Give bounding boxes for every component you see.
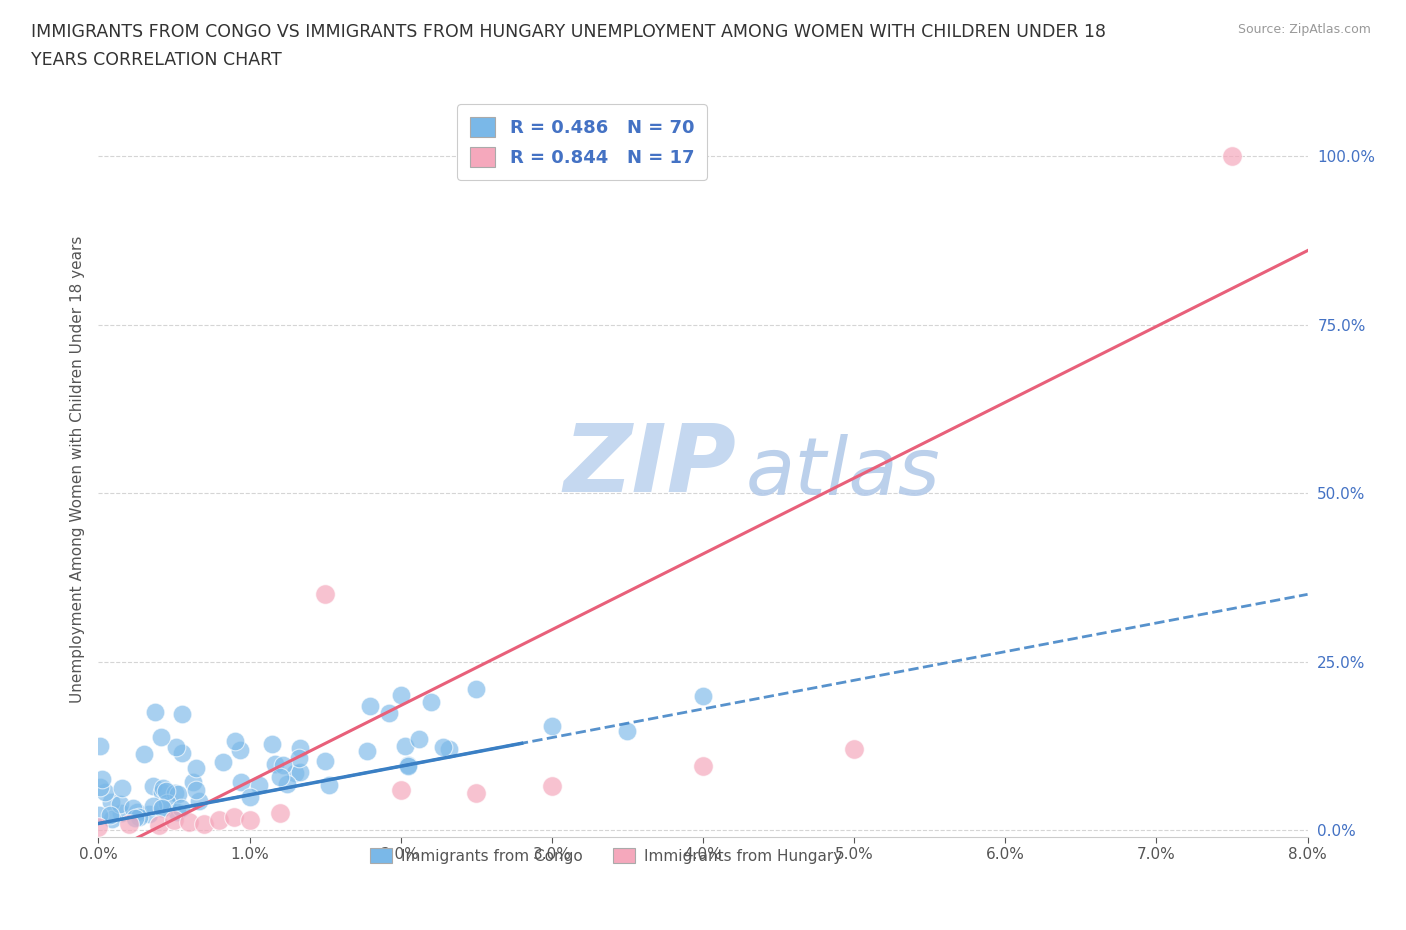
Point	[124, 811, 146, 826]
Point	[163, 813, 186, 828]
Point	[150, 801, 173, 816]
Text: IMMIGRANTS FROM CONGO VS IMMIGRANTS FROM HUNGARY UNEMPLOYMENT AMONG WOMEN WITH C: IMMIGRANTS FROM CONGO VS IMMIGRANTS FROM…	[31, 23, 1107, 41]
Point	[389, 782, 412, 797]
Point	[179, 815, 201, 830]
Point	[152, 785, 174, 800]
Point	[229, 743, 252, 758]
Point	[260, 737, 283, 751]
Text: Source: ZipAtlas.com: Source: ZipAtlas.com	[1237, 23, 1371, 36]
Point	[122, 801, 145, 816]
Point	[288, 751, 311, 765]
Text: ZIP: ZIP	[564, 420, 737, 512]
Point	[314, 753, 336, 768]
Point	[152, 781, 174, 796]
Point	[540, 779, 562, 794]
Point	[239, 790, 262, 804]
Point	[110, 805, 132, 820]
Point	[108, 797, 131, 812]
Point	[125, 804, 148, 819]
Point	[692, 689, 714, 704]
Point	[181, 774, 204, 789]
Point	[166, 804, 188, 819]
Point	[273, 758, 295, 773]
Point	[186, 782, 208, 797]
Text: atlas: atlas	[745, 434, 941, 512]
Point	[132, 746, 155, 761]
Point	[138, 807, 160, 822]
Point	[193, 817, 215, 831]
Point	[465, 786, 488, 801]
Point	[465, 682, 488, 697]
Point	[290, 740, 312, 755]
Point	[1220, 149, 1243, 164]
Point	[211, 755, 233, 770]
Point	[170, 707, 193, 722]
Point	[269, 806, 291, 821]
Point	[389, 688, 412, 703]
Point	[90, 772, 112, 787]
Point	[187, 794, 209, 809]
Point	[396, 757, 419, 772]
Point	[165, 739, 187, 754]
Point	[276, 777, 298, 791]
Point	[229, 775, 252, 790]
Point	[101, 811, 124, 826]
Point	[111, 781, 134, 796]
Point	[314, 587, 336, 602]
Point	[148, 817, 170, 832]
Point	[360, 698, 382, 713]
Point	[170, 801, 193, 816]
Point	[437, 741, 460, 756]
Point	[87, 819, 110, 834]
Point	[284, 766, 307, 781]
Point	[170, 746, 193, 761]
Point	[128, 809, 150, 824]
Point	[156, 795, 179, 810]
Point	[100, 794, 122, 809]
Point	[89, 738, 111, 753]
Point	[432, 740, 454, 755]
Point	[208, 813, 231, 828]
Point	[844, 742, 866, 757]
Point	[239, 813, 262, 828]
Point	[142, 799, 165, 814]
Point	[142, 778, 165, 793]
Point	[94, 785, 117, 800]
Point	[149, 730, 172, 745]
Point	[118, 817, 141, 831]
Point	[166, 787, 188, 802]
Point	[163, 785, 186, 800]
Point	[692, 759, 714, 774]
Point	[155, 784, 177, 799]
Point	[378, 706, 401, 721]
Point	[264, 756, 287, 771]
Point	[290, 765, 312, 780]
Point	[396, 758, 419, 773]
Point	[616, 723, 638, 737]
Point	[87, 807, 110, 822]
Point	[152, 801, 174, 816]
Point	[540, 719, 562, 734]
Point	[408, 731, 430, 746]
Point	[98, 807, 121, 822]
Y-axis label: Unemployment Among Women with Children Under 18 years: Unemployment Among Women with Children U…	[69, 236, 84, 703]
Point	[143, 705, 166, 720]
Legend: Immigrants from Congo, Immigrants from Hungary: Immigrants from Congo, Immigrants from H…	[364, 842, 848, 870]
Text: YEARS CORRELATION CHART: YEARS CORRELATION CHART	[31, 51, 281, 69]
Point	[420, 695, 443, 710]
Point	[247, 777, 270, 792]
Point	[224, 734, 246, 749]
Point	[269, 769, 291, 784]
Point	[184, 761, 207, 776]
Point	[318, 777, 340, 792]
Point	[89, 779, 111, 794]
Point	[356, 743, 378, 758]
Point	[394, 738, 416, 753]
Point	[224, 809, 246, 824]
